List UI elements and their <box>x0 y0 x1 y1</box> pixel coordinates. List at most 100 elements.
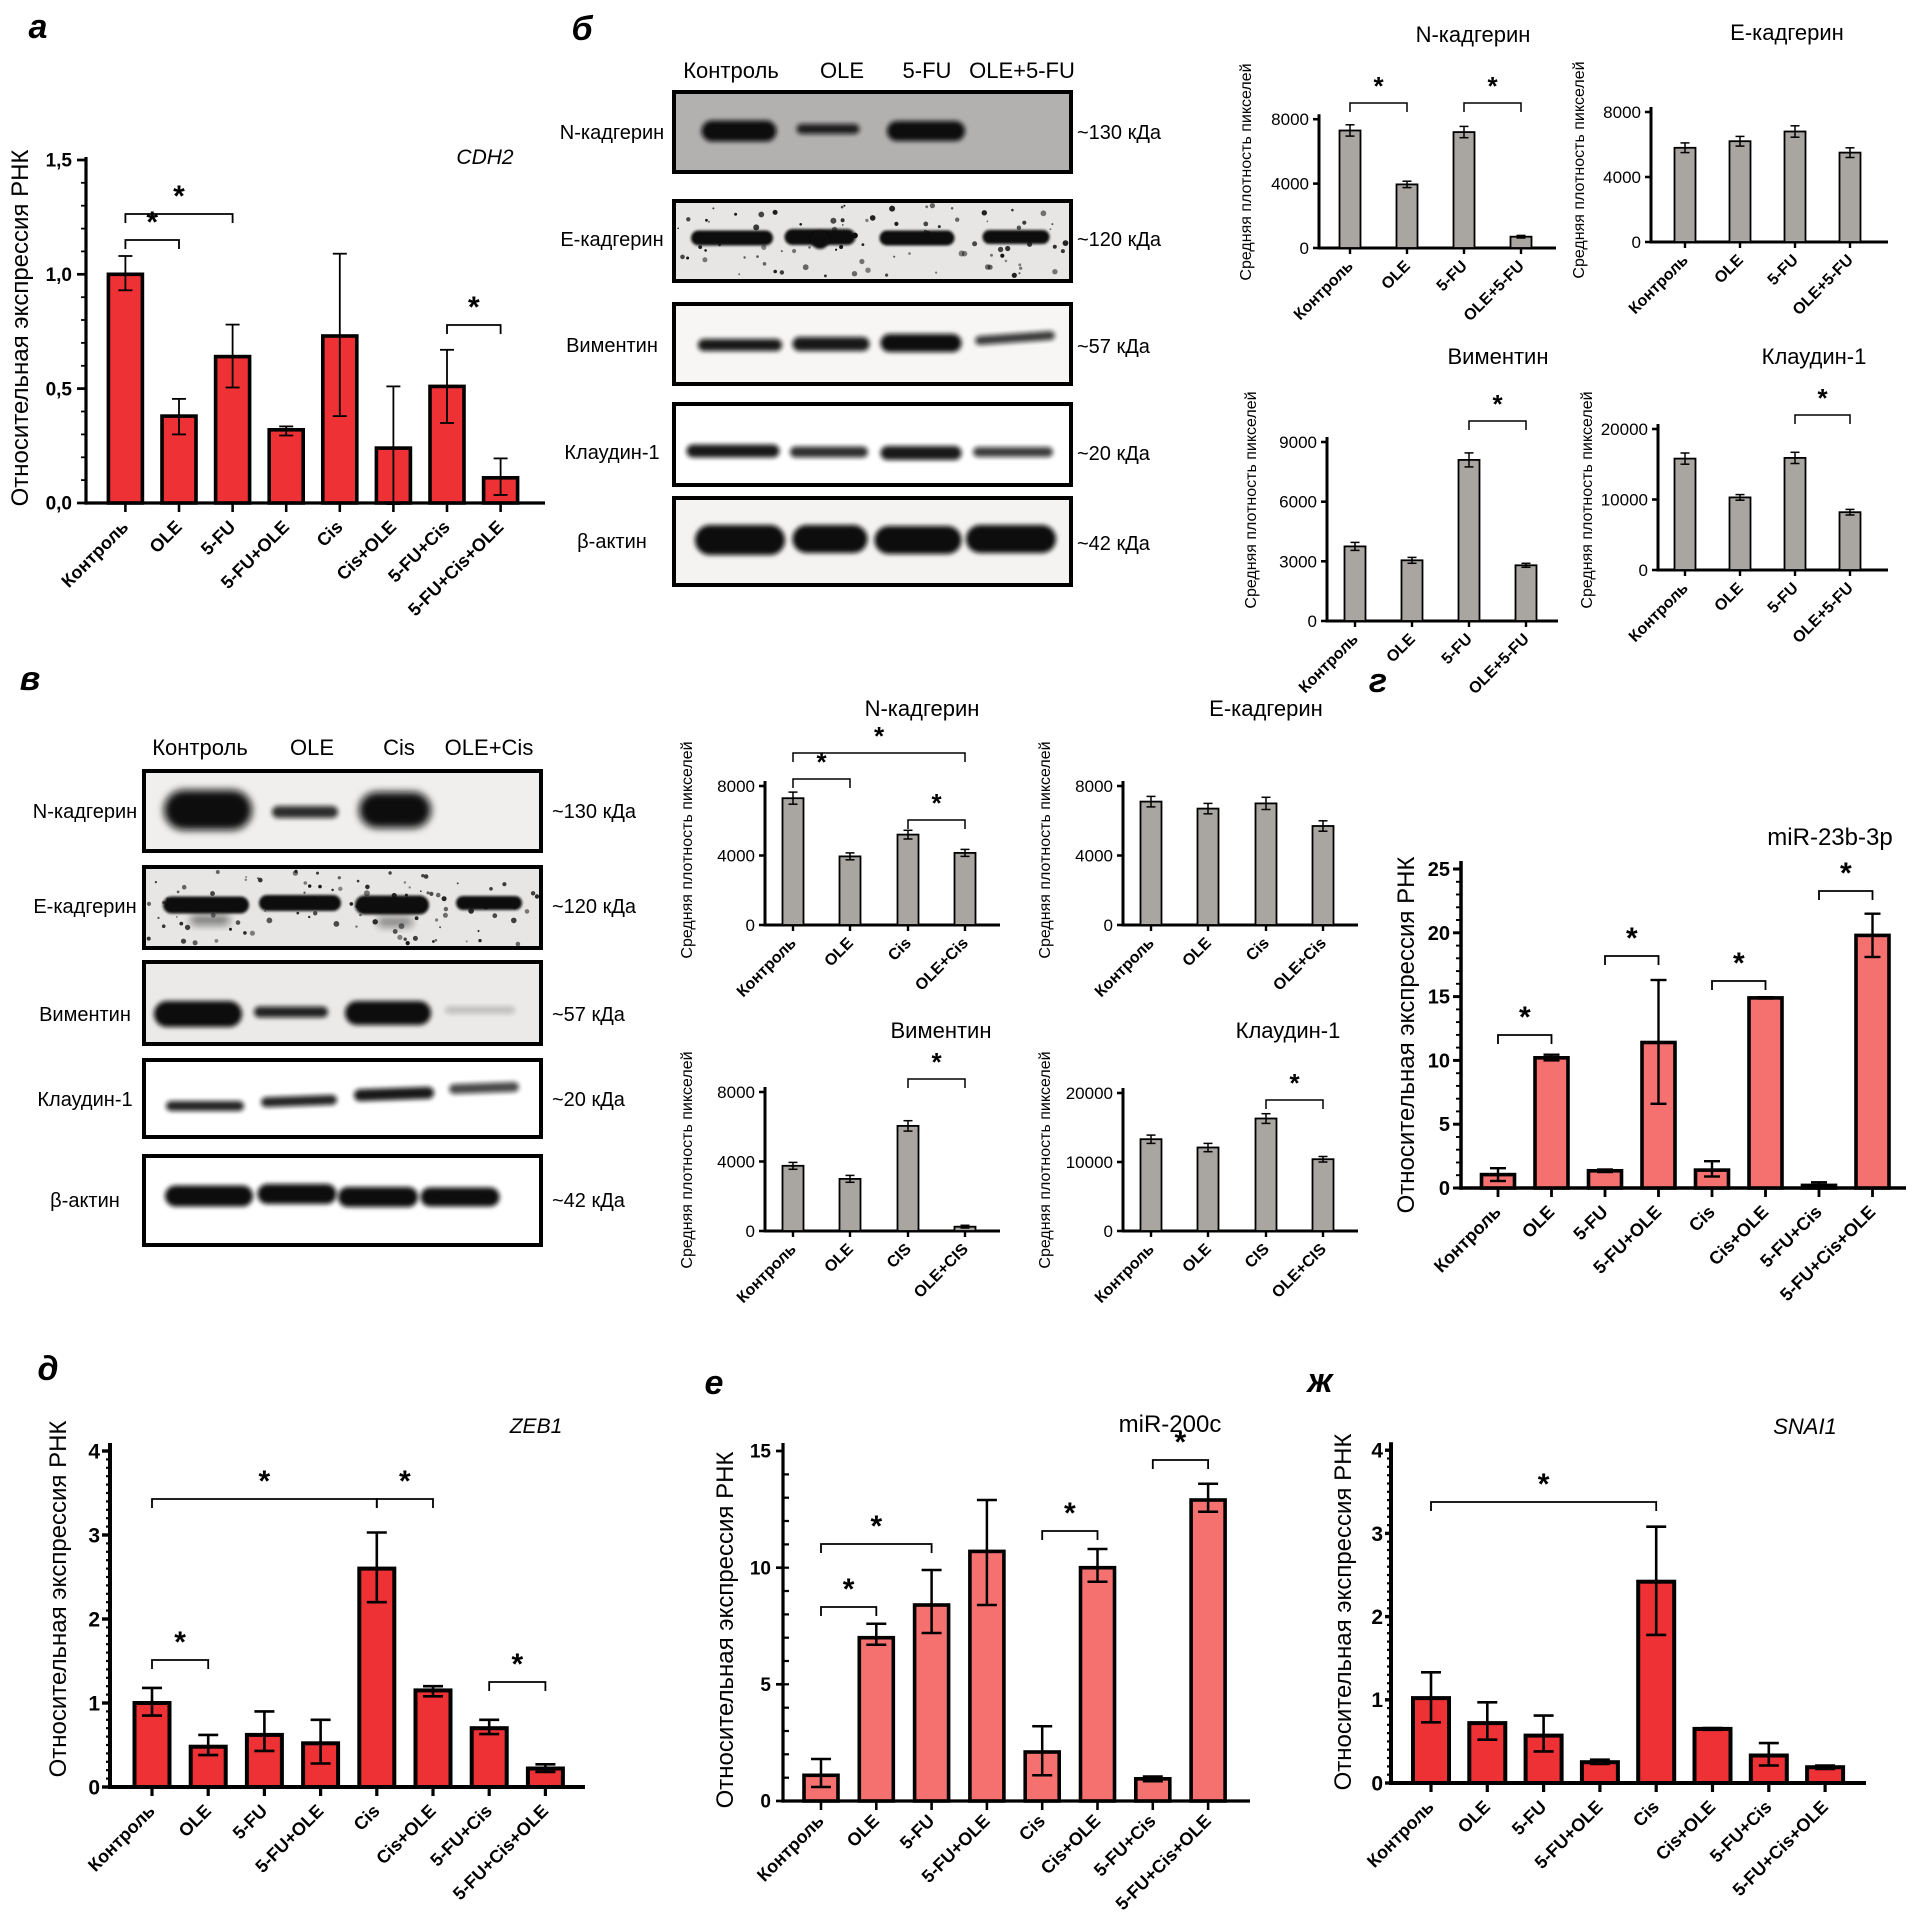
svg-text:Е-кадгерин: Е-кадгерин <box>33 896 136 918</box>
svg-text:1,0: 1,0 <box>46 265 72 286</box>
svg-text:3: 3 <box>1371 1523 1383 1546</box>
svg-text:Виментин: Виментин <box>891 1018 992 1043</box>
svg-text:~120 кДа: ~120 кДа <box>552 896 637 918</box>
svg-text:N-кадгерин: N-кадгерин <box>865 696 980 721</box>
svg-text:*: * <box>173 180 185 213</box>
svg-text:8000: 8000 <box>1603 103 1641 122</box>
svg-text:1,5: 1,5 <box>46 151 73 172</box>
svg-text:*: * <box>816 747 827 777</box>
svg-text:20000: 20000 <box>1601 420 1648 439</box>
svg-text:0: 0 <box>1371 1772 1383 1795</box>
svg-text:д: д <box>37 1350 58 1388</box>
svg-text:Клаудин-1: Клаудин-1 <box>1762 344 1867 369</box>
svg-text:0: 0 <box>746 916 755 935</box>
svg-text:E-кадгерин: E-кадгерин <box>1209 696 1323 721</box>
svg-text:2: 2 <box>1371 1606 1383 1629</box>
svg-text:Е-кадгерин: Е-кадгерин <box>560 229 663 251</box>
svg-text:SNAI1: SNAI1 <box>1773 1414 1837 1439</box>
svg-text:б: б <box>571 10 593 48</box>
svg-text:~120 кДа: ~120 кДа <box>1077 229 1162 251</box>
svg-text:N-кадгерин: N-кадгерин <box>1416 22 1531 47</box>
svg-text:10: 10 <box>750 1558 771 1579</box>
svg-text:Относительная экспрессия РНК: Относительная экспрессия РНК <box>45 1421 72 1778</box>
svg-text:*: * <box>1289 1068 1300 1098</box>
svg-text:*: * <box>1492 389 1503 419</box>
svg-text:β-актин: β-актин <box>577 531 647 553</box>
svg-text:1: 1 <box>88 1692 100 1715</box>
svg-text:Cis: Cis <box>383 735 415 760</box>
svg-text:0: 0 <box>1308 612 1317 631</box>
svg-text:5: 5 <box>760 1675 771 1696</box>
svg-text:0: 0 <box>1104 1222 1113 1241</box>
svg-text:Относительная экспрессия РНК: Относительная экспрессия РНК <box>7 150 34 507</box>
svg-text:Контроль: Контроль <box>683 58 779 83</box>
svg-text:~20 кДа: ~20 кДа <box>1077 443 1151 465</box>
svg-text:Средняя плотность пикселей: Средняя плотность пикселей <box>1243 391 1260 608</box>
svg-text:Средняя плотность пикселей: Средняя плотность пикселей <box>1579 391 1596 608</box>
svg-text:*: * <box>468 291 480 324</box>
svg-text:Средняя плотность пикселей: Средняя плотность пикселей <box>1037 1051 1054 1268</box>
svg-text:0: 0 <box>1439 1178 1450 1200</box>
svg-text:~42 кДа: ~42 кДа <box>552 1190 626 1212</box>
svg-text:10000: 10000 <box>1601 490 1648 509</box>
svg-text:OLE+5-FU: OLE+5-FU <box>969 58 1075 83</box>
svg-text:3: 3 <box>88 1524 100 1547</box>
svg-text:5: 5 <box>1439 1114 1450 1136</box>
svg-text:*: * <box>174 1626 186 1659</box>
svg-text:0: 0 <box>1104 916 1113 935</box>
svg-text:~130 кДа: ~130 кДа <box>552 801 637 823</box>
svg-text:Виментин: Виментин <box>1448 344 1549 369</box>
svg-text:4000: 4000 <box>717 1153 755 1172</box>
svg-text:miR-200c: miR-200c <box>1119 1411 1222 1438</box>
svg-text:10: 10 <box>1428 1050 1450 1072</box>
svg-text:*: * <box>1840 857 1852 890</box>
svg-text:Средняя плотность пикселей: Средняя плотность пикселей <box>679 741 696 958</box>
svg-text:Средняя плотность пикселей: Средняя плотность пикселей <box>679 1051 696 1268</box>
svg-text:9000: 9000 <box>1279 433 1317 452</box>
svg-text:*: * <box>1175 1426 1187 1459</box>
svg-text:0,5: 0,5 <box>46 379 73 400</box>
svg-text:0,0: 0,0 <box>46 494 72 515</box>
svg-text:*: * <box>931 788 942 818</box>
svg-text:*: * <box>870 1510 882 1543</box>
svg-text:4: 4 <box>1371 1440 1383 1463</box>
svg-text:*: * <box>843 1573 855 1606</box>
svg-text:*: * <box>1064 1497 1076 1530</box>
svg-text:8000: 8000 <box>717 1083 755 1102</box>
svg-text:*: * <box>259 1465 271 1498</box>
svg-text:N-кадгерин: N-кадгерин <box>560 122 664 144</box>
svg-text:0: 0 <box>1632 233 1641 252</box>
svg-text:15: 15 <box>1428 987 1450 1009</box>
svg-text:6000: 6000 <box>1279 493 1317 512</box>
svg-text:3000: 3000 <box>1279 552 1317 571</box>
svg-text:*: * <box>1817 383 1828 413</box>
svg-text:OLE+Cis: OLE+Cis <box>445 735 534 760</box>
svg-text:4000: 4000 <box>1603 168 1641 187</box>
svg-text:5-FU: 5-FU <box>903 58 952 83</box>
svg-text:8000: 8000 <box>717 777 755 796</box>
svg-text:4: 4 <box>88 1440 100 1463</box>
svg-text:г: г <box>1369 662 1387 700</box>
svg-text:Средняя плотность пикселей: Средняя плотность пикселей <box>1571 61 1588 278</box>
svg-text:ж: ж <box>1305 1362 1334 1400</box>
svg-text:15: 15 <box>750 1442 772 1463</box>
svg-text:0: 0 <box>746 1222 755 1241</box>
svg-text:25: 25 <box>1428 859 1450 881</box>
svg-text:~130 кДа: ~130 кДа <box>1077 122 1162 144</box>
svg-text:10000: 10000 <box>1066 1153 1113 1172</box>
svg-text:miR-23b-3p: miR-23b-3p <box>1767 824 1892 851</box>
svg-text:ZEB1: ZEB1 <box>509 1415 563 1438</box>
svg-text:OLE: OLE <box>290 735 334 760</box>
svg-text:4000: 4000 <box>717 847 755 866</box>
svg-text:*: * <box>399 1465 411 1498</box>
svg-text:*: * <box>1519 1001 1531 1034</box>
svg-text:~20 кДа: ~20 кДа <box>552 1089 626 1111</box>
svg-text:N-кадгерин: N-кадгерин <box>33 801 137 823</box>
svg-text:β-актин: β-актин <box>50 1190 120 1212</box>
svg-text:*: * <box>1373 71 1384 101</box>
svg-text:Клаудин-1: Клаудин-1 <box>37 1089 132 1111</box>
svg-text:*: * <box>1487 71 1498 101</box>
svg-text:*: * <box>1626 922 1638 955</box>
svg-text:Контроль: Контроль <box>152 735 248 760</box>
svg-text:~57 кДа: ~57 кДа <box>1077 336 1151 358</box>
